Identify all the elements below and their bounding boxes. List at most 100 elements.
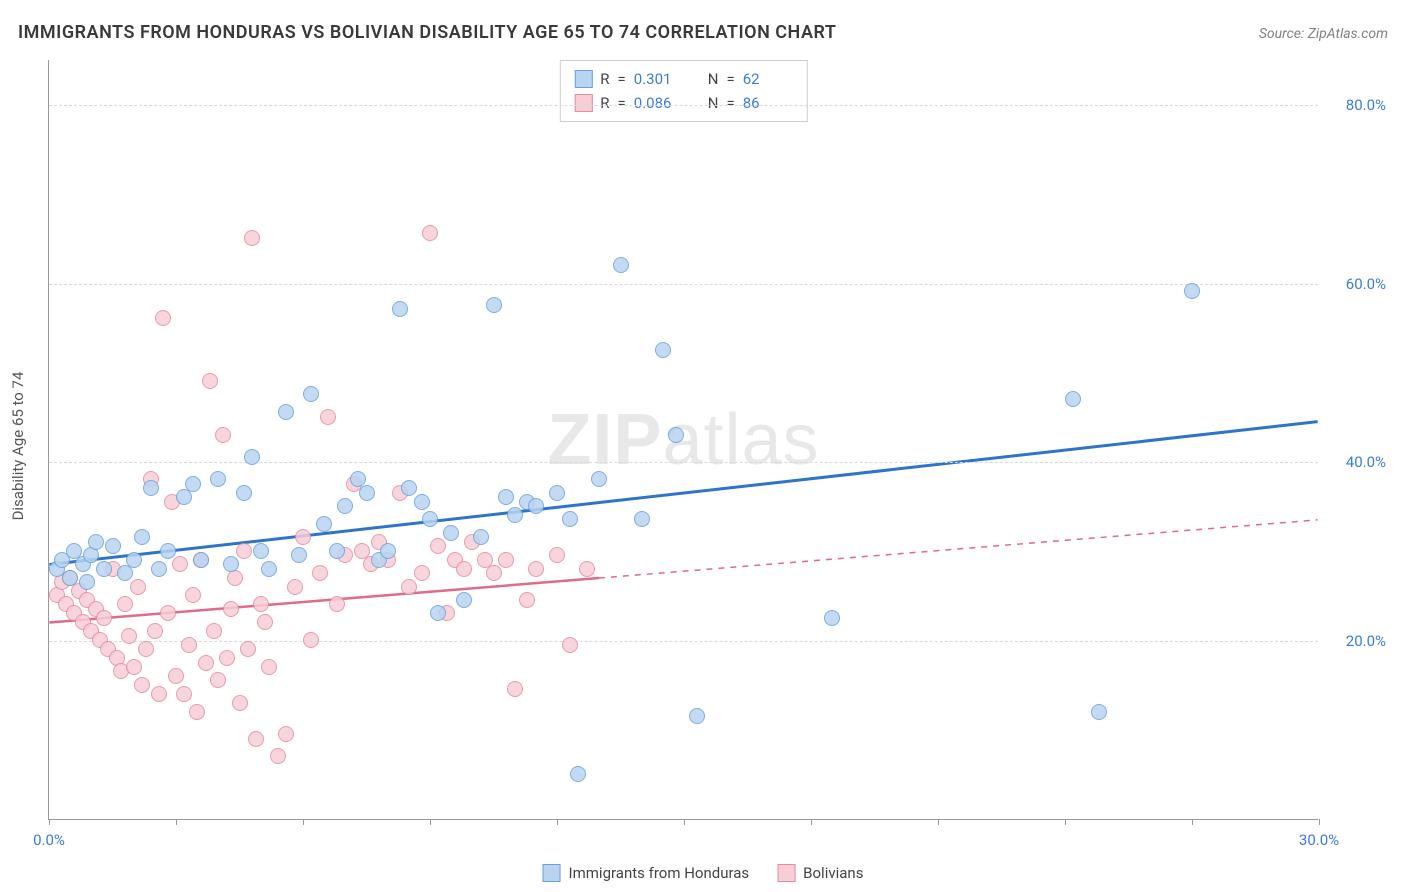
bolivians-point	[151, 686, 167, 702]
honduras-point	[253, 543, 269, 559]
bolivians-point	[401, 579, 417, 595]
honduras-point	[414, 494, 430, 510]
stat-n-value-bolivians: 86	[743, 91, 793, 115]
stat-n-label: N	[708, 67, 719, 91]
bolivians-point	[210, 672, 226, 688]
honduras-point	[210, 471, 226, 487]
honduras-point	[160, 543, 176, 559]
x-tick	[938, 819, 939, 825]
honduras-point	[570, 766, 586, 782]
honduras-point	[236, 485, 252, 501]
x-tick	[1319, 819, 1320, 825]
gridline-h	[49, 462, 1318, 463]
honduras-point	[105, 538, 121, 554]
x-tick	[303, 819, 304, 825]
bolivians-point	[198, 655, 214, 671]
bolivians-point	[147, 623, 163, 639]
bolivians-point	[414, 565, 430, 581]
source-attribution: Source: ZipAtlas.com	[1259, 26, 1388, 42]
honduras-point	[62, 570, 78, 586]
bolivians-point	[215, 427, 231, 443]
stat-eq: =	[726, 67, 734, 91]
bolivians-trendline-dashed	[599, 520, 1318, 578]
honduras-point	[291, 547, 307, 563]
bolivians-point	[126, 659, 142, 675]
bolivians-swatch	[574, 94, 592, 112]
honduras-point	[79, 574, 95, 590]
bolivians-point	[160, 605, 176, 621]
bolivians-point	[519, 592, 535, 608]
honduras-point	[591, 471, 607, 487]
honduras-point	[689, 708, 705, 724]
stat-r-label: R	[600, 67, 609, 91]
honduras-point	[528, 498, 544, 514]
honduras-point	[303, 386, 319, 402]
honduras-legend-label: Immigrants from Honduras	[569, 864, 750, 882]
honduras-point	[668, 427, 684, 443]
honduras-point	[562, 511, 578, 527]
source-name: ZipAtlas.com	[1308, 26, 1388, 42]
x-tick	[811, 819, 812, 825]
bolivians-point	[189, 704, 205, 720]
bolivians-point	[320, 409, 336, 425]
bolivians-point	[96, 610, 112, 626]
bolivians-point	[486, 565, 502, 581]
bolivians-point	[287, 579, 303, 595]
bolivians-point	[236, 543, 252, 559]
x-tick	[430, 819, 431, 825]
bolivians-point	[312, 565, 328, 581]
honduras-point	[498, 489, 514, 505]
y-tick-label: 60.0%	[1346, 275, 1386, 293]
bolivians-point	[219, 650, 235, 666]
stats-row-bolivians: R=0.086N=86	[574, 91, 792, 115]
honduras-point	[443, 525, 459, 541]
bolivians-point	[257, 614, 273, 630]
bolivians-point	[261, 659, 277, 675]
honduras-point	[185, 476, 201, 492]
bolivians-legend-label: Bolivians	[803, 864, 863, 882]
stat-eq: =	[618, 91, 626, 115]
y-tick-label: 20.0%	[1346, 632, 1386, 650]
honduras-point	[401, 480, 417, 496]
chart-title: IMMIGRANTS FROM HONDURAS VS BOLIVIAN DIS…	[18, 22, 836, 43]
honduras-point	[486, 297, 502, 313]
bolivians-legend-swatch	[777, 864, 795, 882]
honduras-point	[430, 605, 446, 621]
bolivians-point	[562, 637, 578, 653]
honduras-point	[126, 552, 142, 568]
bolivians-point	[295, 529, 311, 545]
honduras-point	[655, 342, 671, 358]
x-tick	[1065, 819, 1066, 825]
x-tick	[176, 819, 177, 825]
honduras-point	[473, 529, 489, 545]
stat-eq: =	[726, 91, 734, 115]
bolivians-point	[270, 748, 286, 764]
bolivians-point	[329, 596, 345, 612]
honduras-point	[456, 592, 472, 608]
bolivians-point	[172, 556, 188, 572]
y-tick-label: 40.0%	[1346, 453, 1386, 471]
bolivians-point	[134, 677, 150, 693]
honduras-point	[1184, 283, 1200, 299]
scatter-plot-area: ZIPatlas R=0.301N=62R=0.086N=86 20.0%40.…	[48, 60, 1318, 820]
honduras-point	[193, 552, 209, 568]
bolivians-point	[155, 310, 171, 326]
x-tick-label: 30.0%	[1299, 831, 1339, 849]
honduras-point	[143, 480, 159, 496]
watermark-bold: ZIP	[547, 400, 662, 480]
watermark-text: ZIPatlas	[547, 399, 819, 481]
bolivians-point	[206, 623, 222, 639]
stat-eq: =	[618, 67, 626, 91]
bolivians-point	[202, 373, 218, 389]
honduras-point	[613, 257, 629, 273]
bolivians-point	[117, 596, 133, 612]
bolivians-point	[253, 596, 269, 612]
bolivians-point	[248, 731, 264, 747]
bolivians-point	[185, 587, 201, 603]
bolivians-point	[176, 686, 192, 702]
honduras-point	[316, 516, 332, 532]
bolivians-point	[138, 641, 154, 657]
honduras-point	[117, 565, 133, 581]
stat-r-label: R	[600, 91, 609, 115]
stat-r-value-bolivians: 0.086	[634, 91, 684, 115]
